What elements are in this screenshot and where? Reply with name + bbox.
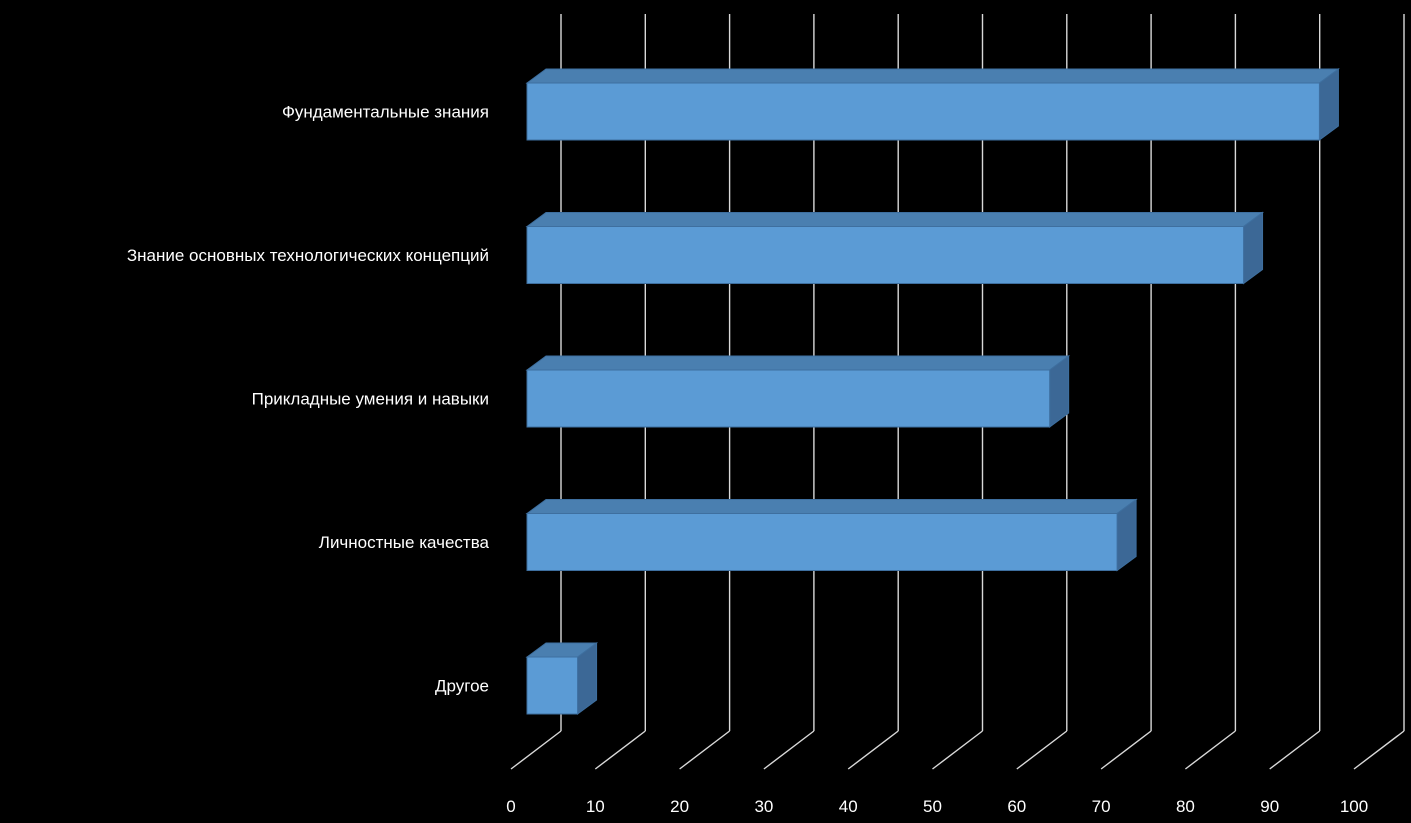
x-tick-label: 50 — [923, 797, 942, 816]
x-tick-label: 30 — [754, 797, 773, 816]
floor-gridline-40 — [847, 730, 899, 770]
floor-gridline-20 — [679, 730, 731, 770]
floor-gridline-60 — [1016, 730, 1068, 770]
x-tick-label: 70 — [1092, 797, 1111, 816]
floor-gridline-70 — [1100, 730, 1152, 770]
x-tick-label: 20 — [670, 797, 689, 816]
floor-gridline-0 — [510, 730, 562, 770]
floor-gridline-10 — [594, 730, 646, 770]
bar-front-face — [526, 656, 579, 715]
bars-layer — [525, 68, 1340, 715]
category-label: Другое — [435, 677, 489, 696]
x-tick-label: 80 — [1176, 797, 1195, 816]
bar-2 — [525, 355, 1071, 428]
bar-top-face — [525, 212, 1265, 227]
category-label: Личностные качества — [319, 533, 490, 552]
floor-gridline-30 — [763, 730, 815, 770]
ticks-layer: 0 10 20 30 40 50 60 70 80 90 100 — [506, 797, 1368, 816]
bar-front-face — [526, 369, 1051, 428]
category-label: Прикладные умения и навыки — [252, 390, 489, 409]
bar-1 — [525, 211, 1265, 285]
x-tick-label: 60 — [1007, 797, 1026, 816]
bar-4 — [525, 642, 599, 715]
x-tick-label: 0 — [506, 797, 515, 816]
bar-0 — [525, 68, 1340, 141]
bar-front-face — [526, 513, 1118, 571]
floor-gridline-50 — [932, 730, 983, 770]
bar-top-face — [525, 68, 1340, 84]
floor-gridline-100 — [1353, 730, 1405, 770]
floor-gridline-80 — [1184, 730, 1236, 770]
x-tick-label: 40 — [839, 797, 858, 816]
labels-layer: Фундаментальные знания Знание основных те… — [127, 103, 490, 696]
category-label: Знание основных технологических концепци… — [127, 246, 489, 265]
bar-3 — [525, 498, 1138, 572]
category-label: Фундаментальные знания — [282, 103, 489, 122]
x-tick-label: 10 — [586, 797, 605, 816]
bar-top-face — [525, 355, 1071, 371]
bar-front-face — [526, 82, 1320, 141]
x-tick-label: 90 — [1260, 797, 1279, 816]
bar-front-face — [526, 226, 1245, 284]
x-tick-label: 100 — [1340, 797, 1368, 816]
floor-gridline-90 — [1269, 730, 1321, 770]
bar-top-face — [525, 499, 1138, 514]
